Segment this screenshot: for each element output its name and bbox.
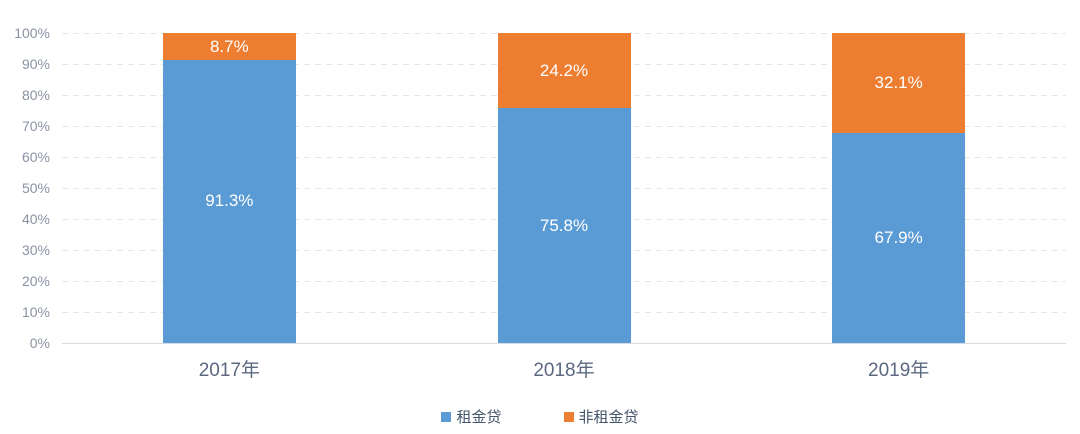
bar-segment-value-label: 8.7% (209, 36, 249, 56)
y-tick-label: 30% (21, 242, 50, 258)
y-tick-label: 40% (21, 211, 50, 227)
y-tick-label: 0% (29, 335, 50, 351)
x-tick-label: 2019年 (868, 360, 930, 381)
bar-2017年: 91.3% 8.7% (162, 33, 296, 343)
y-tick-label: 100% (14, 25, 50, 41)
bar-2019年: 67.9% 32.1% (832, 33, 966, 343)
bar-segment-非租金贷: 32.1% (832, 33, 966, 133)
y-tick-label: 10% (21, 304, 50, 320)
bar-segment-租金贷: 75.8% (497, 108, 631, 343)
legend-label-rent-loan: 租金贷 (456, 409, 502, 426)
y-tick-label: 90% (21, 56, 50, 72)
y-tick-label: 60% (21, 149, 50, 165)
x-tick-label: 2017年 (198, 360, 260, 381)
axis-baseline (62, 343, 1066, 344)
y-tick-label: 50% (21, 180, 50, 196)
bar-segment-非租金贷: 8.7% (162, 33, 296, 60)
bar-segment-租金贷: 91.3% (162, 59, 296, 343)
bar-segment-value-label: 75.8% (539, 215, 589, 235)
legend-item-non-rent-loan: 非租金贷 (563, 406, 639, 427)
legend-label-non-rent-loan: 非租金贷 (578, 409, 639, 426)
bar-segment-value-label: 91.3% (205, 191, 254, 211)
x-tick-label: 2018年 (533, 360, 595, 381)
legend-swatch-rent-loan-icon (441, 411, 452, 422)
y-tick-label: 70% (21, 118, 50, 134)
y-tick-label: 20% (21, 273, 50, 289)
plot-area: 91.3% 8.7% 75.8% 24.2% 67.9% 32.1% (62, 33, 1066, 344)
bar-segment-租金贷: 67.9% (832, 132, 966, 343)
legend-item-rent-loan: 租金贷 (441, 406, 502, 427)
bar-segment-非租金贷: 24.2% (497, 33, 631, 109)
bar-2018年: 75.8% 24.2% (497, 33, 631, 343)
bar-segment-value-label: 67.9% (874, 227, 923, 247)
y-tick-label: 80% (21, 87, 50, 103)
bar-segment-value-label: 32.1% (874, 72, 923, 92)
bar-segment-value-label: 24.2% (539, 60, 589, 80)
legend-swatch-non-rent-loan-icon (563, 411, 574, 422)
legend: 租金贷 非租金贷 (0, 406, 1080, 427)
